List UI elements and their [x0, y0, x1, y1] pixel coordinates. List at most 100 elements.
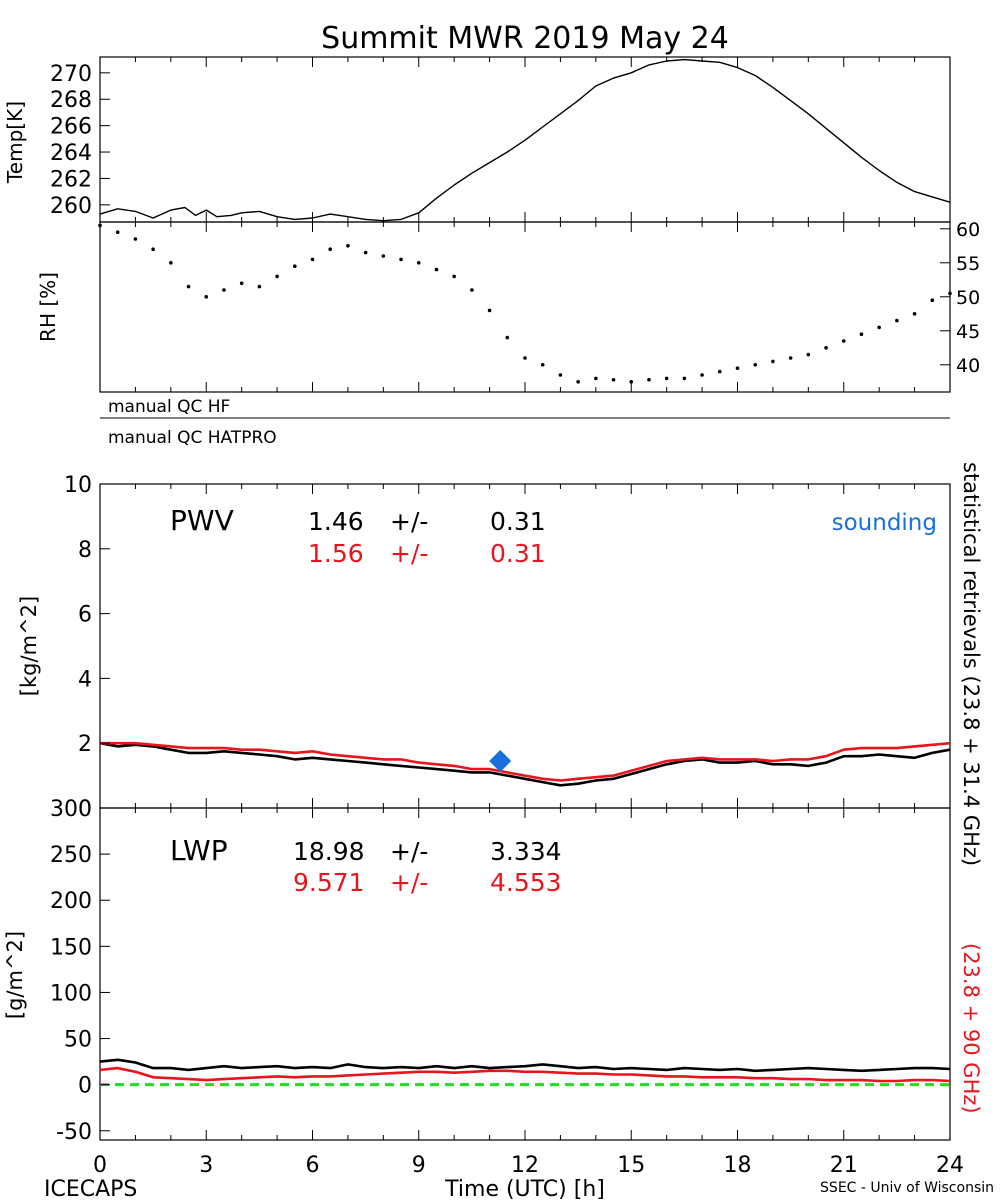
lwp-series-red: [99, 1066, 951, 1083]
y-tick-label-relative_humidity-2: 50: [956, 287, 980, 309]
y-tick-label-temperature-2: 264: [50, 141, 92, 166]
x-tick-label-6: 18: [724, 1153, 752, 1178]
rh-point-19: [434, 267, 439, 272]
rh-point-22: [487, 308, 492, 313]
y-tick-label-temperature-4: 268: [50, 88, 92, 113]
rh-point-29: [611, 377, 616, 382]
y-tick-label-LWP-2: 50: [64, 1028, 92, 1053]
rh-point-25: [540, 363, 545, 367]
sounding-label: sounding: [832, 510, 937, 536]
lwp-red-mean: 9.571: [293, 868, 365, 897]
rh-point-7: [222, 288, 226, 292]
rh-point-31: [647, 377, 651, 382]
rh-point-37: [753, 363, 758, 367]
lwp-black-std: 3.334: [490, 837, 562, 866]
rh-point-42: [841, 339, 846, 343]
rh-point-4: [169, 261, 173, 265]
rh-point-32: [664, 376, 669, 381]
x-tick-label-8: 24: [936, 1153, 964, 1178]
x-tick-label-4: 12: [511, 1153, 539, 1178]
rh-point-11: [292, 264, 297, 269]
y-tick-label-temperature-3: 266: [50, 115, 92, 140]
rh-point-39: [788, 356, 793, 360]
pwv-black-std: 0.31: [490, 507, 546, 536]
chart-marks: [98, 58, 952, 1087]
pwv-red-std: 0.31: [490, 539, 546, 568]
lwp-black-pm: +/-: [390, 837, 428, 866]
pwv-axis-label: [kg/m^2]: [17, 596, 41, 696]
right-label-black: statistical retrievals (23.8 + 31.4 GHz): [959, 462, 983, 866]
rh-point-2: [133, 237, 138, 241]
pwv-red-mean: 1.56: [308, 539, 364, 568]
lwp-red-std: 4.553: [490, 868, 562, 897]
y-tick-label-LWP-7: 300: [50, 797, 92, 822]
pwv-series-black: [99, 741, 951, 787]
rh-axis-label: RH [%]: [36, 272, 60, 342]
figure-title: Summit MWR 2019 May 24: [321, 21, 729, 56]
rh-point-40: [806, 352, 811, 357]
x-tick-label-5: 15: [617, 1153, 645, 1178]
x-tick-label-7: 21: [830, 1153, 858, 1178]
footer-center: Time (UTC) [h]: [444, 1177, 605, 1200]
rh-point-27: [576, 380, 580, 384]
rh-point-43: [859, 332, 864, 337]
rh-point-21: [470, 288, 474, 292]
rh-point-30: [629, 380, 634, 384]
lwp-red-pm: +/-: [390, 868, 428, 897]
lwp-black-mean: 18.98: [293, 837, 365, 866]
temperature-series-black: [99, 58, 951, 222]
rh-point-46: [912, 312, 917, 316]
rh-point-33: [682, 376, 687, 381]
x-tick-label-2: 6: [306, 1153, 320, 1178]
qc-label-hf: manual QC HF: [108, 397, 230, 417]
rh-point-28: [594, 376, 598, 381]
x-tick-label-0: 0: [93, 1153, 107, 1178]
pwv-black-pm: +/-: [390, 507, 428, 536]
y-tick-label-PWV-0: 0: [78, 797, 92, 822]
rh-point-18: [416, 261, 421, 265]
rh-point-36: [735, 366, 740, 371]
rh-point-15: [363, 250, 368, 255]
y-tick-label-PWV-2: 4: [78, 667, 92, 692]
rh-point-3: [151, 247, 155, 251]
footer-right: SSEC - Univ of Wisconsin: [820, 1180, 994, 1196]
rh-point-26: [558, 373, 563, 377]
y-tick-label-temperature-0: 260: [50, 194, 92, 219]
rh-point-10: [275, 274, 279, 279]
rh-point-47: [930, 298, 935, 303]
rh-point-14: [346, 244, 350, 248]
y-tick-label-LWP-6: 250: [50, 843, 92, 868]
y-tick-label-PWV-5: 10: [64, 473, 92, 498]
rh-point-24: [523, 356, 527, 360]
qc-label-hatpro: manual QC HATPRO: [108, 428, 277, 448]
rh-point-41: [824, 346, 828, 350]
y-tick-label-temperature-5: 270: [50, 62, 92, 87]
rh-point-20: [452, 274, 456, 279]
lwp-axis-label: [g/m^2]: [3, 931, 27, 1019]
rh-point-12: [310, 257, 315, 262]
sounding-marker-0: [489, 750, 512, 773]
y-tick-label-PWV-1: 2: [78, 732, 92, 757]
pwv-red-pm: +/-: [390, 539, 428, 568]
rh-point-34: [700, 373, 704, 377]
y-tick-label-LWP-0: -50: [56, 1120, 92, 1145]
y-tick-label-PWV-3: 6: [78, 603, 92, 628]
y-tick-label-relative_humidity-3: 55: [956, 253, 980, 275]
y-tick-label-LWP-5: 200: [50, 889, 92, 914]
pwv-label: PWV: [170, 504, 234, 537]
x-tick-label-1: 3: [199, 1153, 213, 1178]
y-tick-label-relative_humidity-1: 45: [956, 321, 980, 343]
rh-point-16: [381, 254, 386, 258]
y-tick-label-relative_humidity-4: 60: [956, 219, 980, 241]
temp-axis-label: Temp[K]: [3, 101, 27, 184]
x-tick-label-3: 9: [412, 1153, 426, 1178]
footer-left: ICECAPS: [44, 1177, 137, 1200]
rh-point-48: [948, 291, 952, 296]
y-tick-label-LWP-3: 100: [50, 981, 92, 1006]
pwv-series-red: [100, 741, 951, 782]
rh-point-23: [505, 335, 510, 340]
lwp-label: LWP: [170, 834, 228, 867]
rh-point-44: [877, 325, 881, 330]
rh-point-45: [895, 318, 899, 323]
